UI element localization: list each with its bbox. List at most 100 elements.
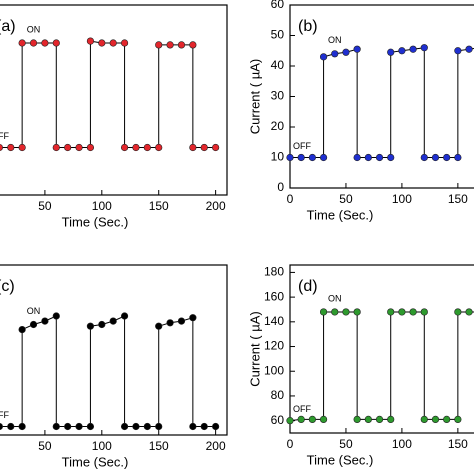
data-point — [120, 39, 129, 47]
data-point — [109, 39, 117, 47]
x-tick-label: 50 — [38, 439, 52, 453]
data-point — [431, 153, 440, 162]
x-tick-label: 50 — [339, 192, 353, 206]
annotation: ON — [328, 293, 342, 303]
data-point — [342, 48, 350, 56]
data-point — [52, 143, 60, 152]
data-point — [454, 415, 462, 424]
annotation: ON — [328, 35, 342, 45]
data-point — [132, 143, 140, 152]
data-point — [64, 143, 72, 152]
data-point — [155, 41, 163, 49]
data-point — [465, 308, 473, 316]
data-point — [331, 50, 339, 58]
y-tick-label: 60 — [271, 413, 285, 427]
data-point — [189, 314, 197, 322]
panel-label: (a) — [0, 18, 16, 35]
data-point — [319, 153, 328, 162]
y-axis-label: Current ( µA) — [247, 311, 262, 386]
data-point — [189, 422, 197, 431]
data-point — [420, 308, 428, 316]
data-point — [375, 153, 384, 162]
y-tick-label: 140 — [264, 314, 284, 328]
data-point — [398, 308, 406, 316]
data-point — [120, 312, 129, 320]
data-point — [166, 319, 174, 327]
data-point — [143, 422, 151, 431]
data-point — [29, 39, 38, 47]
data-point — [353, 415, 361, 424]
plot-frame — [289, 264, 474, 434]
data-point — [420, 415, 428, 424]
data-point — [431, 415, 440, 424]
data-point — [75, 143, 83, 152]
data-point — [454, 47, 462, 55]
y-tick-label: 20 — [271, 119, 285, 133]
y-tick-label: 180 — [264, 265, 284, 279]
data-point — [387, 415, 395, 424]
data-point — [52, 39, 60, 47]
data-point — [443, 153, 451, 162]
data-point — [342, 308, 350, 316]
data-point — [387, 153, 395, 162]
x-tick-label: 50 — [38, 199, 52, 213]
data-point — [212, 422, 220, 431]
series-line — [290, 47, 474, 158]
y-tick-label: 100 — [264, 363, 284, 377]
x-axis-label: Time (Sec.) — [62, 214, 129, 229]
plot-frame — [0, 264, 228, 436]
data-point — [86, 37, 95, 45]
annotation: OFF — [293, 141, 311, 151]
y-tick-label: 160 — [264, 289, 284, 303]
data-point — [41, 317, 49, 325]
series-line — [0, 40, 216, 148]
data-point — [18, 422, 26, 431]
data-point — [75, 422, 83, 431]
panel: (d) 0 50 100 150 60 80 100 120 140 160 180 Time (Sec… — [247, 264, 474, 467]
data-point — [331, 308, 339, 316]
data-point — [409, 308, 417, 316]
y-tick-label: 120 — [264, 339, 284, 353]
data-point — [86, 143, 95, 152]
data-point — [143, 143, 151, 152]
data-point — [120, 143, 129, 152]
x-tick-label: 200 — [206, 199, 226, 213]
data-point — [7, 143, 15, 152]
data-point — [319, 308, 328, 316]
x-tick-label: 150 — [149, 439, 169, 453]
x-tick-label: 0 — [287, 437, 294, 451]
data-point — [364, 415, 372, 424]
data-point — [409, 45, 417, 53]
y-tick-label: 30 — [271, 89, 285, 103]
y-tick-label: 0 — [277, 180, 284, 194]
y-tick-label: 10 — [271, 150, 285, 164]
data-point — [364, 153, 372, 162]
data-point — [166, 41, 174, 49]
series-line — [0, 315, 216, 427]
x-tick-label: 100 — [392, 192, 412, 206]
x-tick-label: 200 — [206, 439, 226, 453]
data-point — [0, 422, 3, 431]
data-point — [465, 45, 473, 53]
y-axis-label: Current ( µA) — [247, 59, 262, 134]
data-point — [398, 47, 406, 55]
x-axis-label: Time (Sec.) — [62, 454, 129, 469]
data-point — [308, 153, 316, 162]
y-tick-label: 60 — [271, 0, 285, 11]
data-point — [155, 322, 163, 330]
panel-label: (d) — [298, 278, 318, 295]
data-point — [200, 143, 208, 152]
panel-label: (c) — [0, 278, 15, 295]
x-tick-label: 150 — [149, 199, 169, 213]
data-point — [18, 326, 26, 334]
x-tick-label: 100 — [392, 437, 412, 451]
data-point — [319, 415, 328, 424]
data-point — [52, 312, 60, 320]
data-point — [200, 422, 208, 431]
x-axis-label: Time (Sec.) — [307, 452, 374, 467]
data-point — [18, 143, 26, 152]
data-point — [177, 41, 186, 49]
